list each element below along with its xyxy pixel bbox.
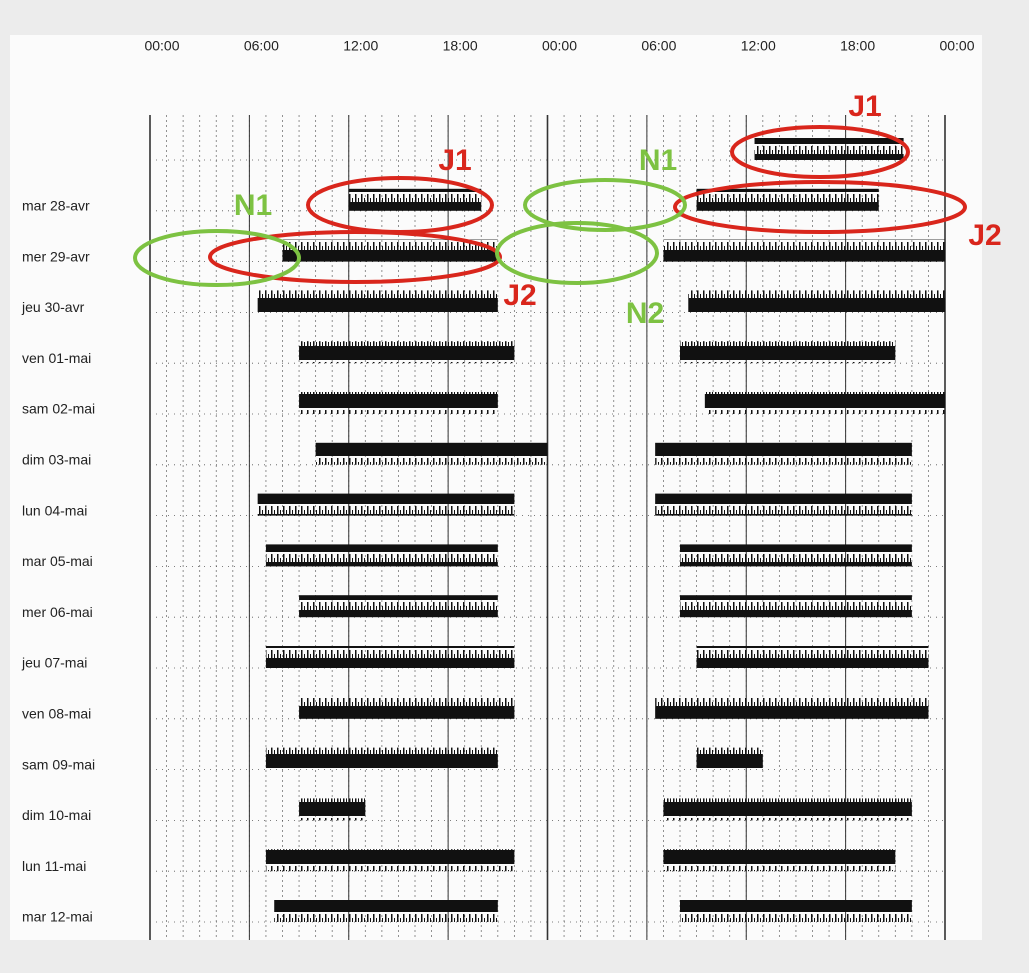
x-tick-label: 12:00: [741, 38, 776, 54]
activity-span: [663, 239, 945, 262]
row-label: dim 03-mai: [22, 452, 91, 468]
row-label: mar 28-avr: [22, 198, 90, 214]
annotation-label: N1: [639, 144, 677, 177]
activity-span: [265, 747, 498, 770]
activity-span: [680, 544, 912, 567]
activity-span: [265, 849, 515, 872]
activity-span: [348, 188, 482, 211]
activity-span: [696, 188, 879, 211]
sheet: [10, 35, 982, 940]
activity-span: [257, 290, 498, 313]
row-label: mer 29-avr: [22, 248, 90, 264]
row-label: sam 09-mai: [22, 756, 95, 772]
row-label: jeu 30-avr: [21, 299, 85, 315]
activity-span: [274, 900, 498, 922]
activity-span: [680, 595, 912, 618]
activity-span: [680, 900, 912, 922]
annotation-label: J2: [968, 219, 1001, 252]
row-label: sam 02-mai: [22, 401, 95, 417]
activity-span: [265, 544, 498, 567]
activity-span: [704, 392, 945, 414]
activity-span: [299, 798, 366, 821]
row-label: lun 04-mai: [22, 502, 87, 518]
activity-span: [655, 696, 929, 719]
annotation-label: N1: [234, 189, 272, 222]
annotation-label: J1: [438, 144, 471, 177]
row-label: jeu 07-mai: [21, 655, 87, 671]
activity-span: [655, 442, 912, 465]
activity-span: [655, 493, 912, 516]
row-label: mar 05-mai: [22, 553, 93, 569]
row-label: mer 06-mai: [22, 604, 93, 620]
activity-span: [696, 646, 929, 668]
x-tick-label: 18:00: [840, 38, 875, 54]
activity-span: [754, 138, 904, 160]
activity-span: [299, 341, 515, 364]
annotation-label: N2: [626, 297, 664, 330]
row-label: lun 11-mai: [22, 858, 86, 874]
x-tick-label: 06:00: [641, 38, 676, 54]
row-label: mar 12-mai: [22, 909, 93, 925]
activity-span: [680, 341, 896, 364]
row-label: ven 01-mai: [22, 350, 91, 366]
annotation-label: J1: [848, 90, 881, 123]
activity-span: [696, 747, 763, 770]
x-tick-label: 18:00: [443, 38, 478, 54]
ellipse: [730, 125, 910, 179]
ellipse: [523, 178, 687, 232]
row-label: dim 10-mai: [22, 807, 91, 823]
ellipse: [133, 229, 301, 287]
x-tick-label: 00:00: [144, 38, 179, 54]
x-tick-label: 12:00: [343, 38, 378, 54]
row-label: ven 08-mai: [22, 706, 91, 722]
ellipse: [208, 230, 502, 284]
x-tick-label: 00:00: [939, 38, 974, 54]
activity-span: [265, 646, 515, 668]
ellipse: [673, 180, 967, 234]
activity-span: [663, 798, 912, 821]
activity-span: [299, 696, 515, 719]
activity-span: [315, 442, 548, 465]
activity-span: [663, 849, 896, 872]
activity-span: [257, 493, 515, 516]
activity-span: [282, 239, 498, 262]
x-tick-label: 00:00: [542, 38, 577, 54]
annotation-label: J2: [503, 279, 536, 312]
activity-span: [688, 290, 945, 313]
activity-span: [299, 595, 498, 618]
x-tick-label: 06:00: [244, 38, 279, 54]
ellipse: [495, 221, 659, 285]
activity-span: [299, 392, 498, 414]
